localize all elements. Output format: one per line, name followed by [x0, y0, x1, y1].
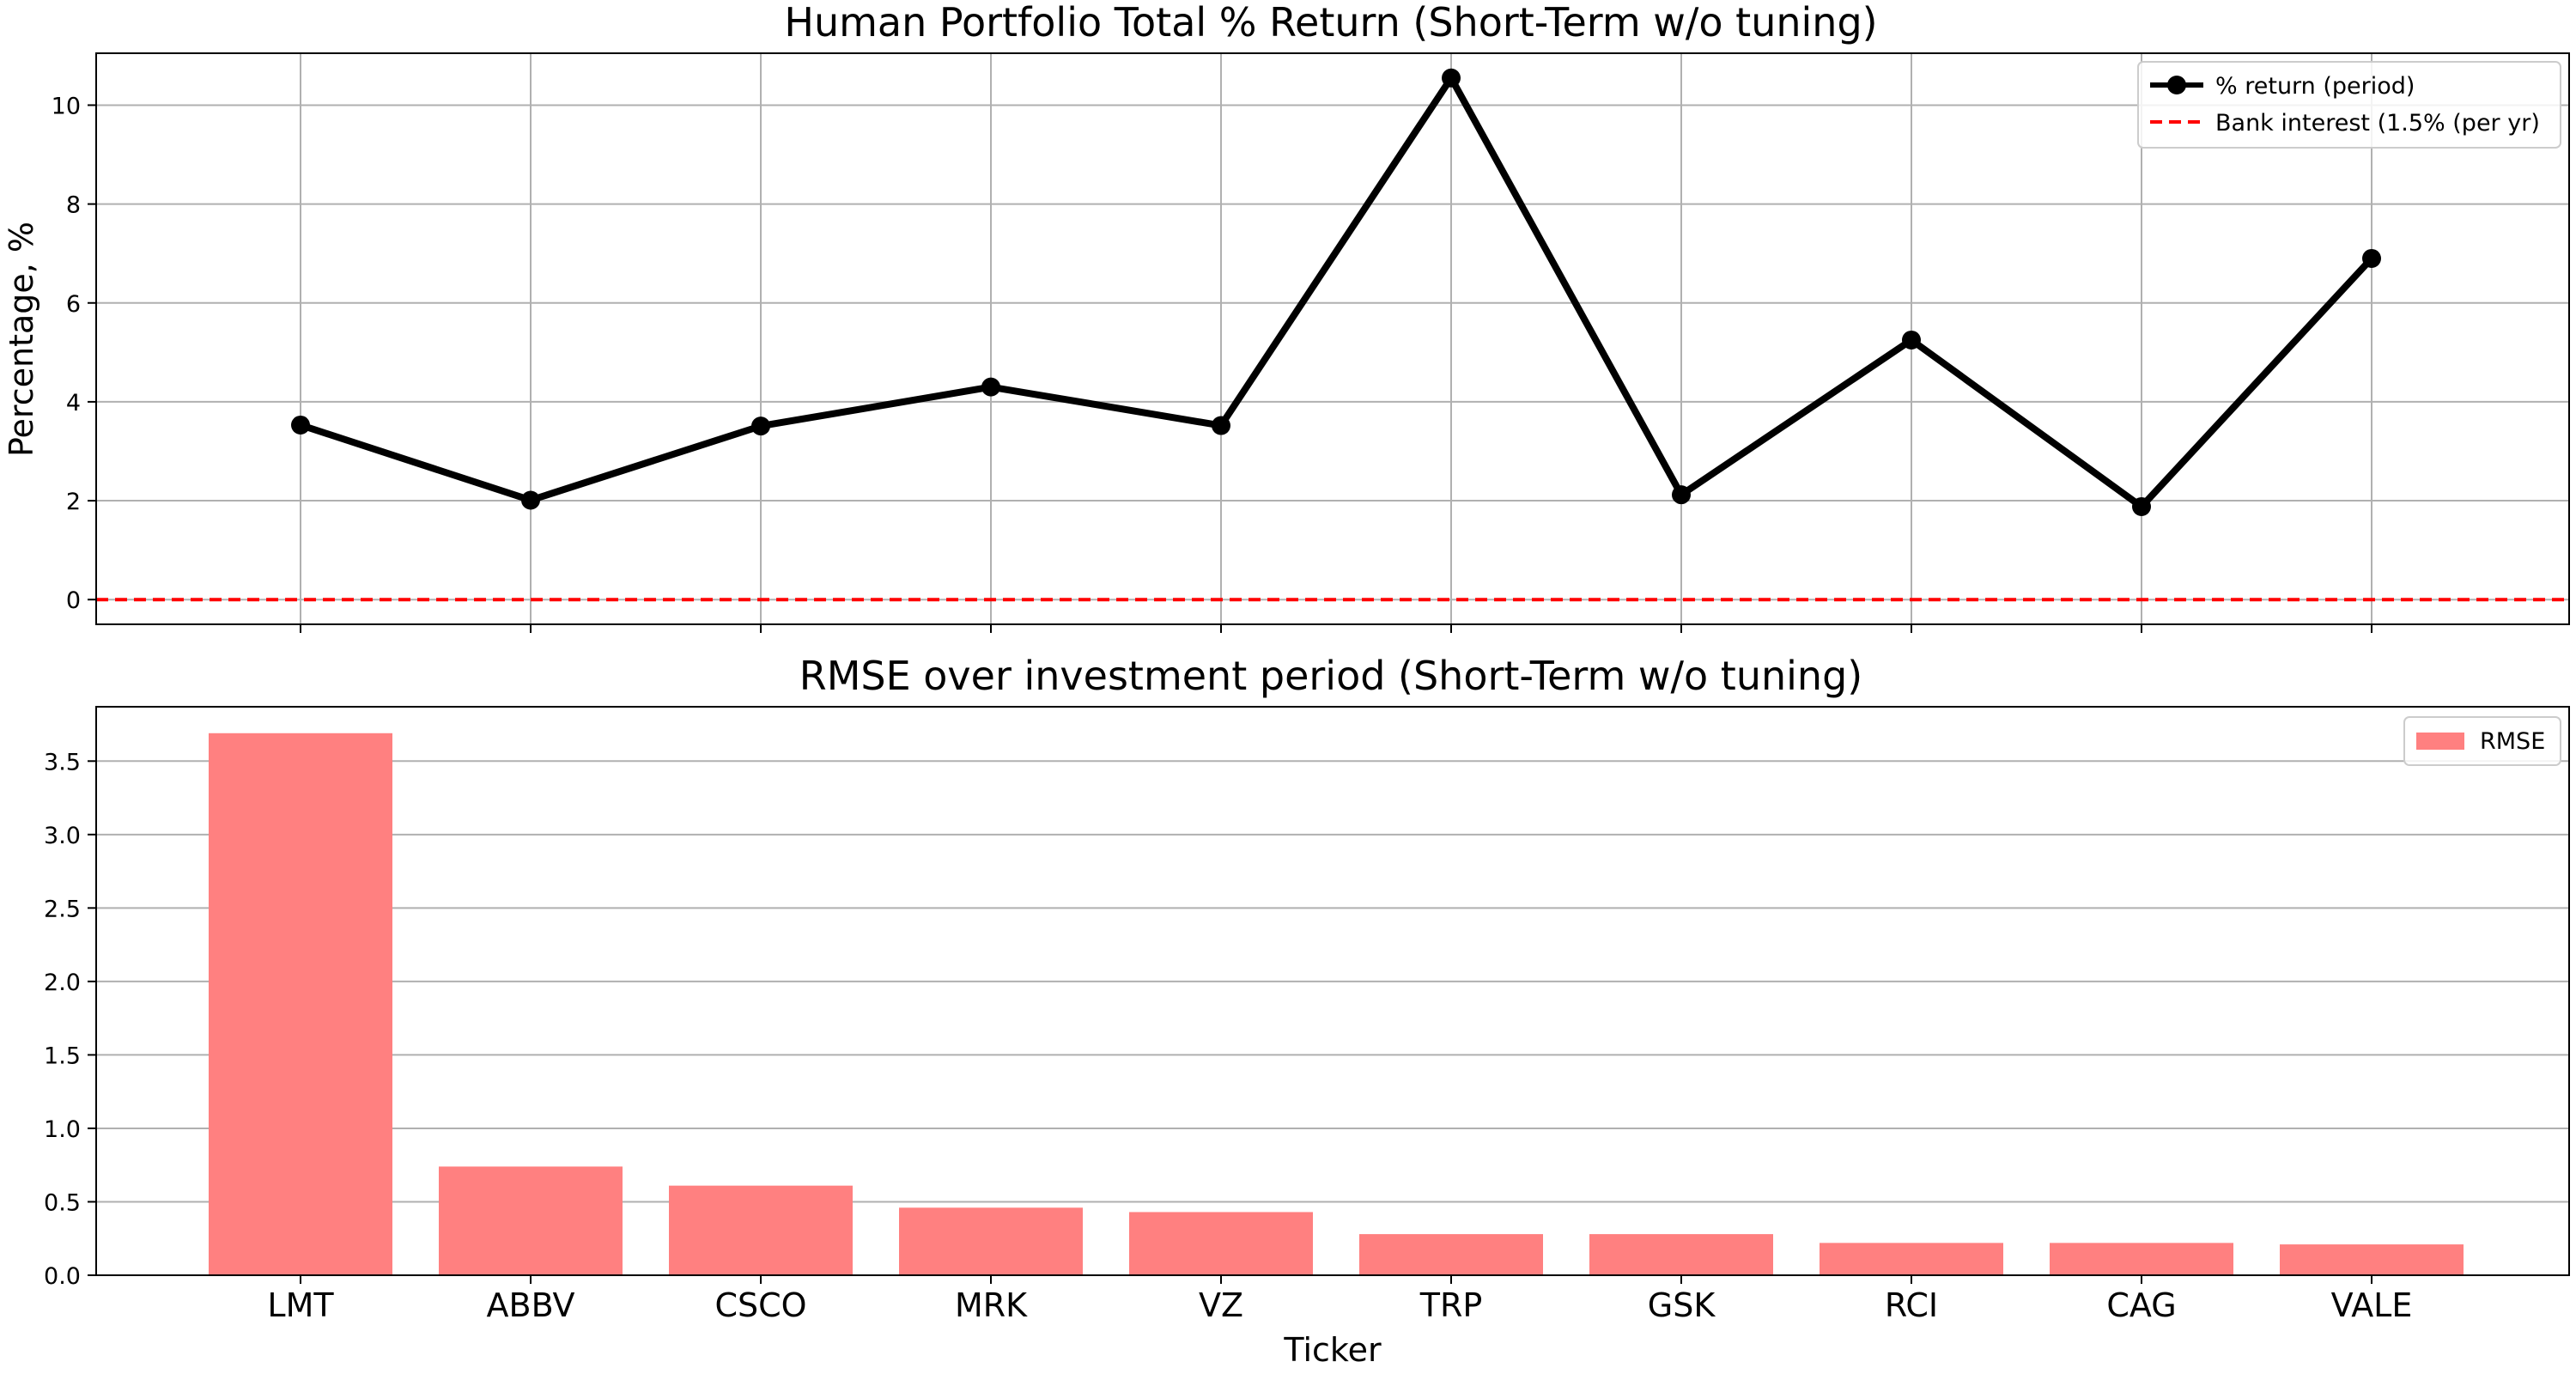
return-point: [291, 415, 310, 435]
rmse-bar: [1589, 1234, 1773, 1275]
return-chart: Human Portfolio Total % Return (Short-Te…: [3, 0, 2570, 633]
return-chart-title: Human Portfolio Total % Return (Short-Te…: [784, 0, 1877, 46]
rmse-chart: RMSE over investment period (Short-Term …: [44, 653, 2570, 1369]
return-point: [2362, 248, 2381, 268]
return-chart-series: [96, 68, 2569, 602]
x-tick-label: LMT: [267, 1286, 334, 1324]
legend-label-return: % return (period): [2215, 73, 2415, 100]
rmse-bar: [1129, 1212, 1313, 1275]
rmse-chart-title: RMSE over investment period (Short-Term …: [799, 653, 1862, 699]
rmse-bar: [899, 1207, 1083, 1275]
legend-box: [2403, 716, 2561, 766]
rmse-chart-frame: [95, 706, 2570, 1276]
return-point: [981, 377, 1000, 397]
legend-label-rmse: RMSE: [2480, 728, 2545, 755]
rmse-bar: [439, 1166, 623, 1275]
return-chart-legend: % return (period) Bank interest (1.5% (p…: [2137, 61, 2561, 149]
y-tick-label: 8: [66, 192, 81, 219]
legend-label-bank: Bank interest (1.5% (per yr): [2215, 110, 2540, 137]
y-tick-label: 6: [66, 291, 81, 318]
rmse-chart-x-ticks: LMT ABBV CSCO MRK VZ TRP GSK RCI CAG VALE: [267, 1275, 2412, 1324]
x-tick-label: GSK: [1648, 1286, 1716, 1324]
rmse-chart-bars: [209, 733, 2464, 1275]
y-tick-label: 3.0: [44, 823, 81, 849]
return-chart-y-ticks: 0 2 4 6 8 10: [52, 93, 96, 614]
y-tick-label: 0.0: [44, 1263, 81, 1290]
rmse-chart-y-ticks: 0.0 0.5 1.0 1.5 2.0 2.5 3.0 3.5: [44, 749, 96, 1290]
y-tick-label: 3.5: [44, 749, 81, 775]
y-tick-label: 0: [66, 587, 81, 614]
x-tick-label: MRK: [955, 1286, 1028, 1324]
legend-swatch-rmse: [2416, 733, 2464, 750]
legend-marker-return: [2167, 76, 2186, 94]
rmse-bar: [2050, 1243, 2233, 1275]
return-chart-x-ticks: [300, 624, 2372, 633]
return-point: [1902, 330, 1921, 350]
y-tick-label: 0.5: [44, 1189, 81, 1216]
y-tick-label: 2: [66, 489, 81, 515]
y-tick-label: 1.5: [44, 1043, 81, 1069]
y-tick-label: 2.0: [44, 970, 81, 996]
return-chart-y-label: Percentage, %: [3, 222, 40, 457]
return-point: [2132, 496, 2151, 516]
y-tick-label: 1.0: [44, 1116, 81, 1143]
return-point: [751, 416, 770, 436]
return-chart-frame: [95, 52, 2570, 625]
x-tick-label: ABBV: [487, 1286, 575, 1324]
return-point: [1442, 68, 1461, 88]
return-point: [1212, 416, 1230, 435]
rmse-bar: [1820, 1243, 2003, 1275]
x-tick-label: TRP: [1419, 1286, 1483, 1324]
rmse-chart-x-label: Ticker: [1283, 1331, 1382, 1369]
rmse-bar: [669, 1185, 853, 1275]
rmse-chart-legend: RMSE: [2403, 716, 2561, 766]
x-tick-label: CAG: [2106, 1286, 2176, 1324]
return-line: [299, 74, 2374, 510]
legend-box: [2137, 61, 2561, 149]
rmse-bar: [2280, 1244, 2464, 1275]
x-tick-label: CSCO: [714, 1286, 806, 1324]
x-tick-label: VALE: [2331, 1286, 2413, 1324]
y-tick-label: 4: [66, 390, 81, 416]
rmse-bar: [209, 733, 392, 1275]
x-tick-label: RCI: [1885, 1286, 1938, 1324]
y-tick-label: 2.5: [44, 896, 81, 922]
return-point: [521, 490, 540, 510]
x-tick-label: VZ: [1199, 1286, 1243, 1324]
rmse-bar: [1359, 1234, 1543, 1275]
y-tick-label: 10: [52, 93, 81, 119]
return-point: [1672, 485, 1691, 505]
